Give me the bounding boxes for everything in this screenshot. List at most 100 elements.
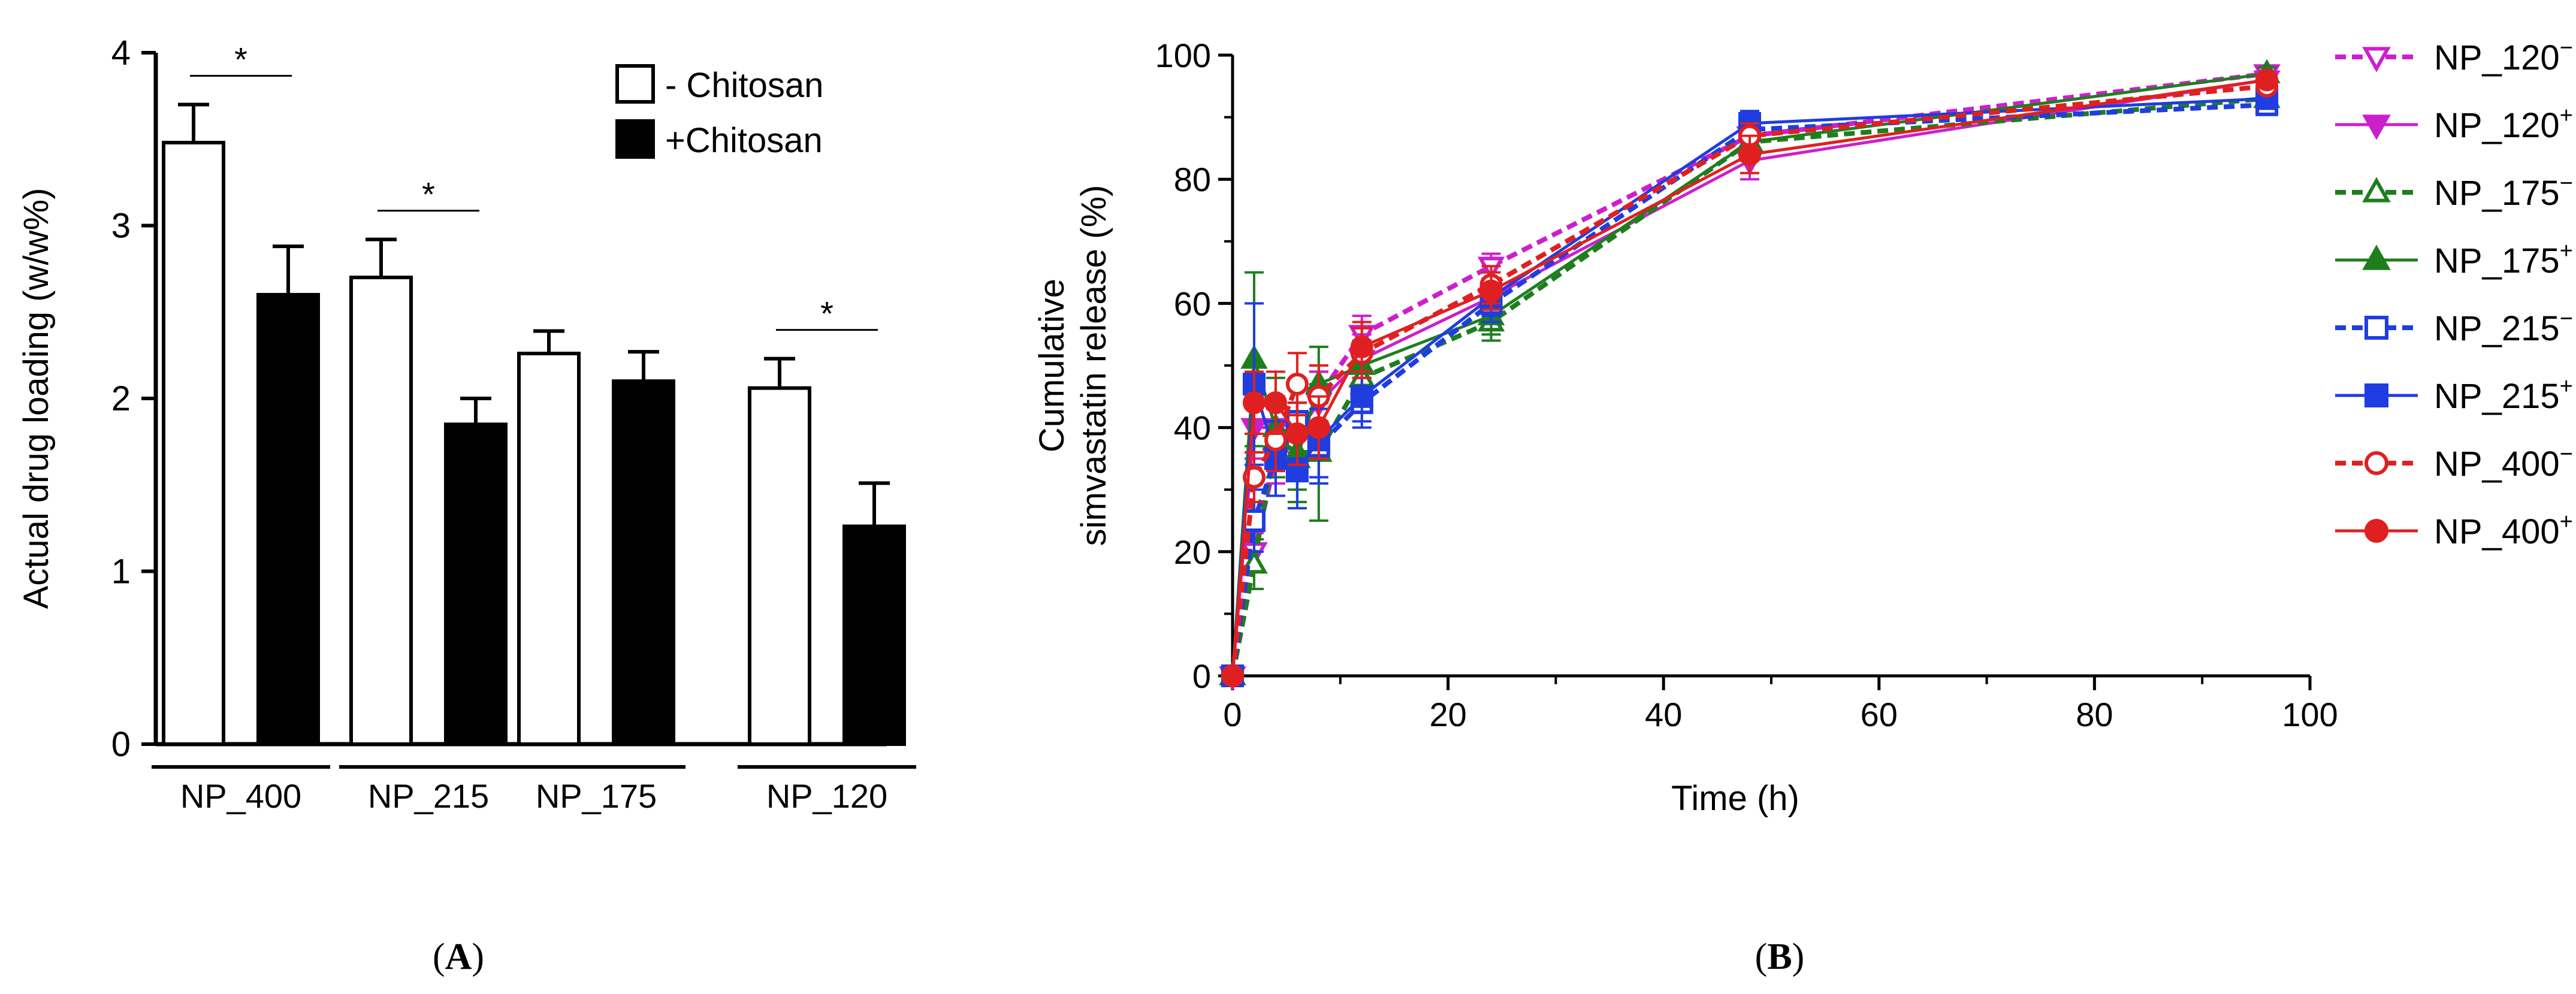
legend-swatch bbox=[615, 64, 655, 104]
panel-label-b: (B) bbox=[1755, 936, 1805, 977]
legend-swatch bbox=[615, 119, 655, 159]
legend-superscript: + bbox=[2560, 509, 2573, 534]
bar-NP_400-minus bbox=[162, 141, 225, 746]
legend-label: NP_175+ bbox=[2434, 238, 2573, 280]
legend-marker bbox=[2362, 177, 2391, 203]
y-tick-label: 20 bbox=[1174, 533, 1211, 571]
series-NP_400-plus bbox=[1221, 68, 2279, 687]
x-tick-label: 20 bbox=[1429, 696, 1466, 733]
data-point-NP_400-plus bbox=[1738, 143, 1762, 166]
legend-superscript: − bbox=[2560, 442, 2573, 467]
data-point-NP_400-plus bbox=[2255, 68, 2279, 92]
legend-item-NP_400-minus: NP_400− bbox=[2335, 442, 2573, 484]
legend-superscript: − bbox=[2560, 171, 2573, 196]
data-point-NP_400-plus bbox=[1285, 422, 1309, 445]
legend-item-NP_215-plus: NP_215+ bbox=[2335, 374, 2573, 416]
legend-name: NP_120 bbox=[2434, 38, 2560, 77]
y-tick-label: 60 bbox=[1174, 285, 1211, 322]
legend-item-NP_120-plus: NP_120+ bbox=[2335, 103, 2573, 145]
panel-labels: (A) (B) bbox=[433, 936, 1804, 977]
line-chart-release: 0 20 40 60 80 100 0 20 40 60 80 100 Time (h) Cumulati… bbox=[1032, 35, 2573, 818]
data-point-NP_400-plus bbox=[1264, 391, 1287, 415]
x-tick-label: 80 bbox=[2076, 696, 2113, 733]
y-tick-label: 1 bbox=[111, 552, 131, 591]
legend-name: NP_175 bbox=[2434, 241, 2560, 280]
x-tick-label: 0 bbox=[1223, 696, 1242, 733]
x-tick-label: 40 bbox=[1645, 696, 1682, 733]
legend-label: NP_175− bbox=[2434, 171, 2573, 213]
legend-name: NP_175 bbox=[2434, 174, 2560, 213]
data-point-NP_400-plus bbox=[1350, 335, 1373, 358]
legend-label: NP_400+ bbox=[2434, 509, 2573, 551]
data-point-NP_400-plus bbox=[1242, 391, 1266, 415]
y-axis-title: Actual drug loading (w/w%) bbox=[17, 188, 56, 609]
y-tick-label: 100 bbox=[1155, 37, 1211, 74]
x-tick-label: 100 bbox=[2282, 696, 2338, 733]
legend-label: NP_120+ bbox=[2434, 103, 2573, 145]
legend-superscript: + bbox=[2560, 103, 2573, 128]
legend-name: NP_400 bbox=[2434, 512, 2560, 551]
data-point-NP_400-minus bbox=[1285, 373, 1309, 396]
legend-label: NP_215− bbox=[2434, 306, 2573, 348]
y-tick-label: 0 bbox=[1192, 657, 1211, 695]
category-label-NP_215: NP_215 bbox=[368, 777, 489, 815]
legend-marker bbox=[2364, 451, 2388, 475]
bar-NP_120-minus bbox=[748, 386, 811, 746]
y-tick-label: 2 bbox=[111, 379, 131, 418]
data-point-NP_400-plus bbox=[1221, 664, 1244, 687]
legend-marker bbox=[2364, 316, 2388, 340]
category-label-NP_120: NP_120 bbox=[766, 777, 887, 815]
data-point-NP_400-plus bbox=[1479, 279, 1503, 303]
legend-marker bbox=[2364, 519, 2388, 543]
legend-name: NP_215 bbox=[2434, 309, 2560, 348]
x-axis-title: Time (h) bbox=[1671, 779, 1799, 818]
bar-NP_120-plus bbox=[842, 524, 906, 746]
legend-label: +Chitosan bbox=[665, 121, 823, 160]
legend-label: NP_400− bbox=[2434, 442, 2573, 484]
legend-item-NP_400-plus: NP_400+ bbox=[2335, 509, 2573, 551]
bar-NP_215-plus bbox=[444, 422, 508, 746]
y-axis-title-line: simvastatin release (%) bbox=[1074, 185, 1113, 546]
legend-marker bbox=[2364, 383, 2388, 407]
data-point-NP_215-plus bbox=[1350, 385, 1373, 408]
y-tick-label: 0 bbox=[111, 725, 131, 764]
y-tick-label: 80 bbox=[1174, 161, 1211, 198]
legend-item-NP_120-minus: NP_120− bbox=[2335, 35, 2573, 77]
y-tick-label: 3 bbox=[111, 207, 131, 246]
bar-NP_215-minus bbox=[349, 276, 413, 746]
legend-item-NP_175-plus: NP_175+ bbox=[2335, 238, 2573, 280]
significance-star: * bbox=[422, 176, 435, 213]
data-point-NP_400-plus bbox=[1307, 416, 1330, 439]
legend-label: NP_215+ bbox=[2434, 374, 2573, 416]
legend-name: NP_120 bbox=[2434, 106, 2560, 145]
x-tick-label: 60 bbox=[1861, 696, 1898, 733]
series-line-NP_215-minus bbox=[1230, 102, 2267, 676]
bar-NP_175-plus bbox=[612, 379, 675, 746]
category-label-NP_400: NP_400 bbox=[180, 777, 301, 815]
legend-name: NP_400 bbox=[2434, 445, 2560, 484]
series-NP_215-minus bbox=[1221, 93, 2279, 687]
bar-NP_175-minus bbox=[517, 351, 581, 746]
y-axis-title-line: Cumulative bbox=[1032, 279, 1071, 452]
legend-item-NP_175-minus: NP_175− bbox=[2335, 171, 2573, 213]
y-tick-label: 4 bbox=[111, 34, 131, 72]
series-line-NP_175-minus bbox=[1230, 96, 2267, 676]
legend-marker bbox=[2362, 114, 2391, 140]
legend-item-NP_215-minus: NP_215− bbox=[2335, 306, 2573, 348]
panel-label-a: (A) bbox=[433, 936, 484, 977]
significance-star: * bbox=[234, 41, 247, 78]
legend-marker bbox=[2362, 47, 2391, 72]
legend-superscript: − bbox=[2560, 306, 2573, 331]
series-line-NP_215-plus bbox=[1231, 97, 2267, 676]
bar-chart-drug-loading: 0 1 2 3 4 Actual drug loading (w/w%) NP_400 * NP… bbox=[17, 34, 916, 815]
legend-label: - Chitosan bbox=[665, 66, 823, 105]
category-label-NP_175: NP_175 bbox=[536, 777, 657, 815]
legend-label: NP_120− bbox=[2434, 35, 2573, 77]
y-tick-label: 40 bbox=[1174, 409, 1211, 447]
legend-marker bbox=[2362, 244, 2391, 270]
bar-NP_400-plus bbox=[256, 292, 320, 746]
significance-star: * bbox=[820, 295, 833, 333]
legend-name: NP_215 bbox=[2434, 377, 2560, 416]
legend-superscript: + bbox=[2560, 374, 2573, 399]
